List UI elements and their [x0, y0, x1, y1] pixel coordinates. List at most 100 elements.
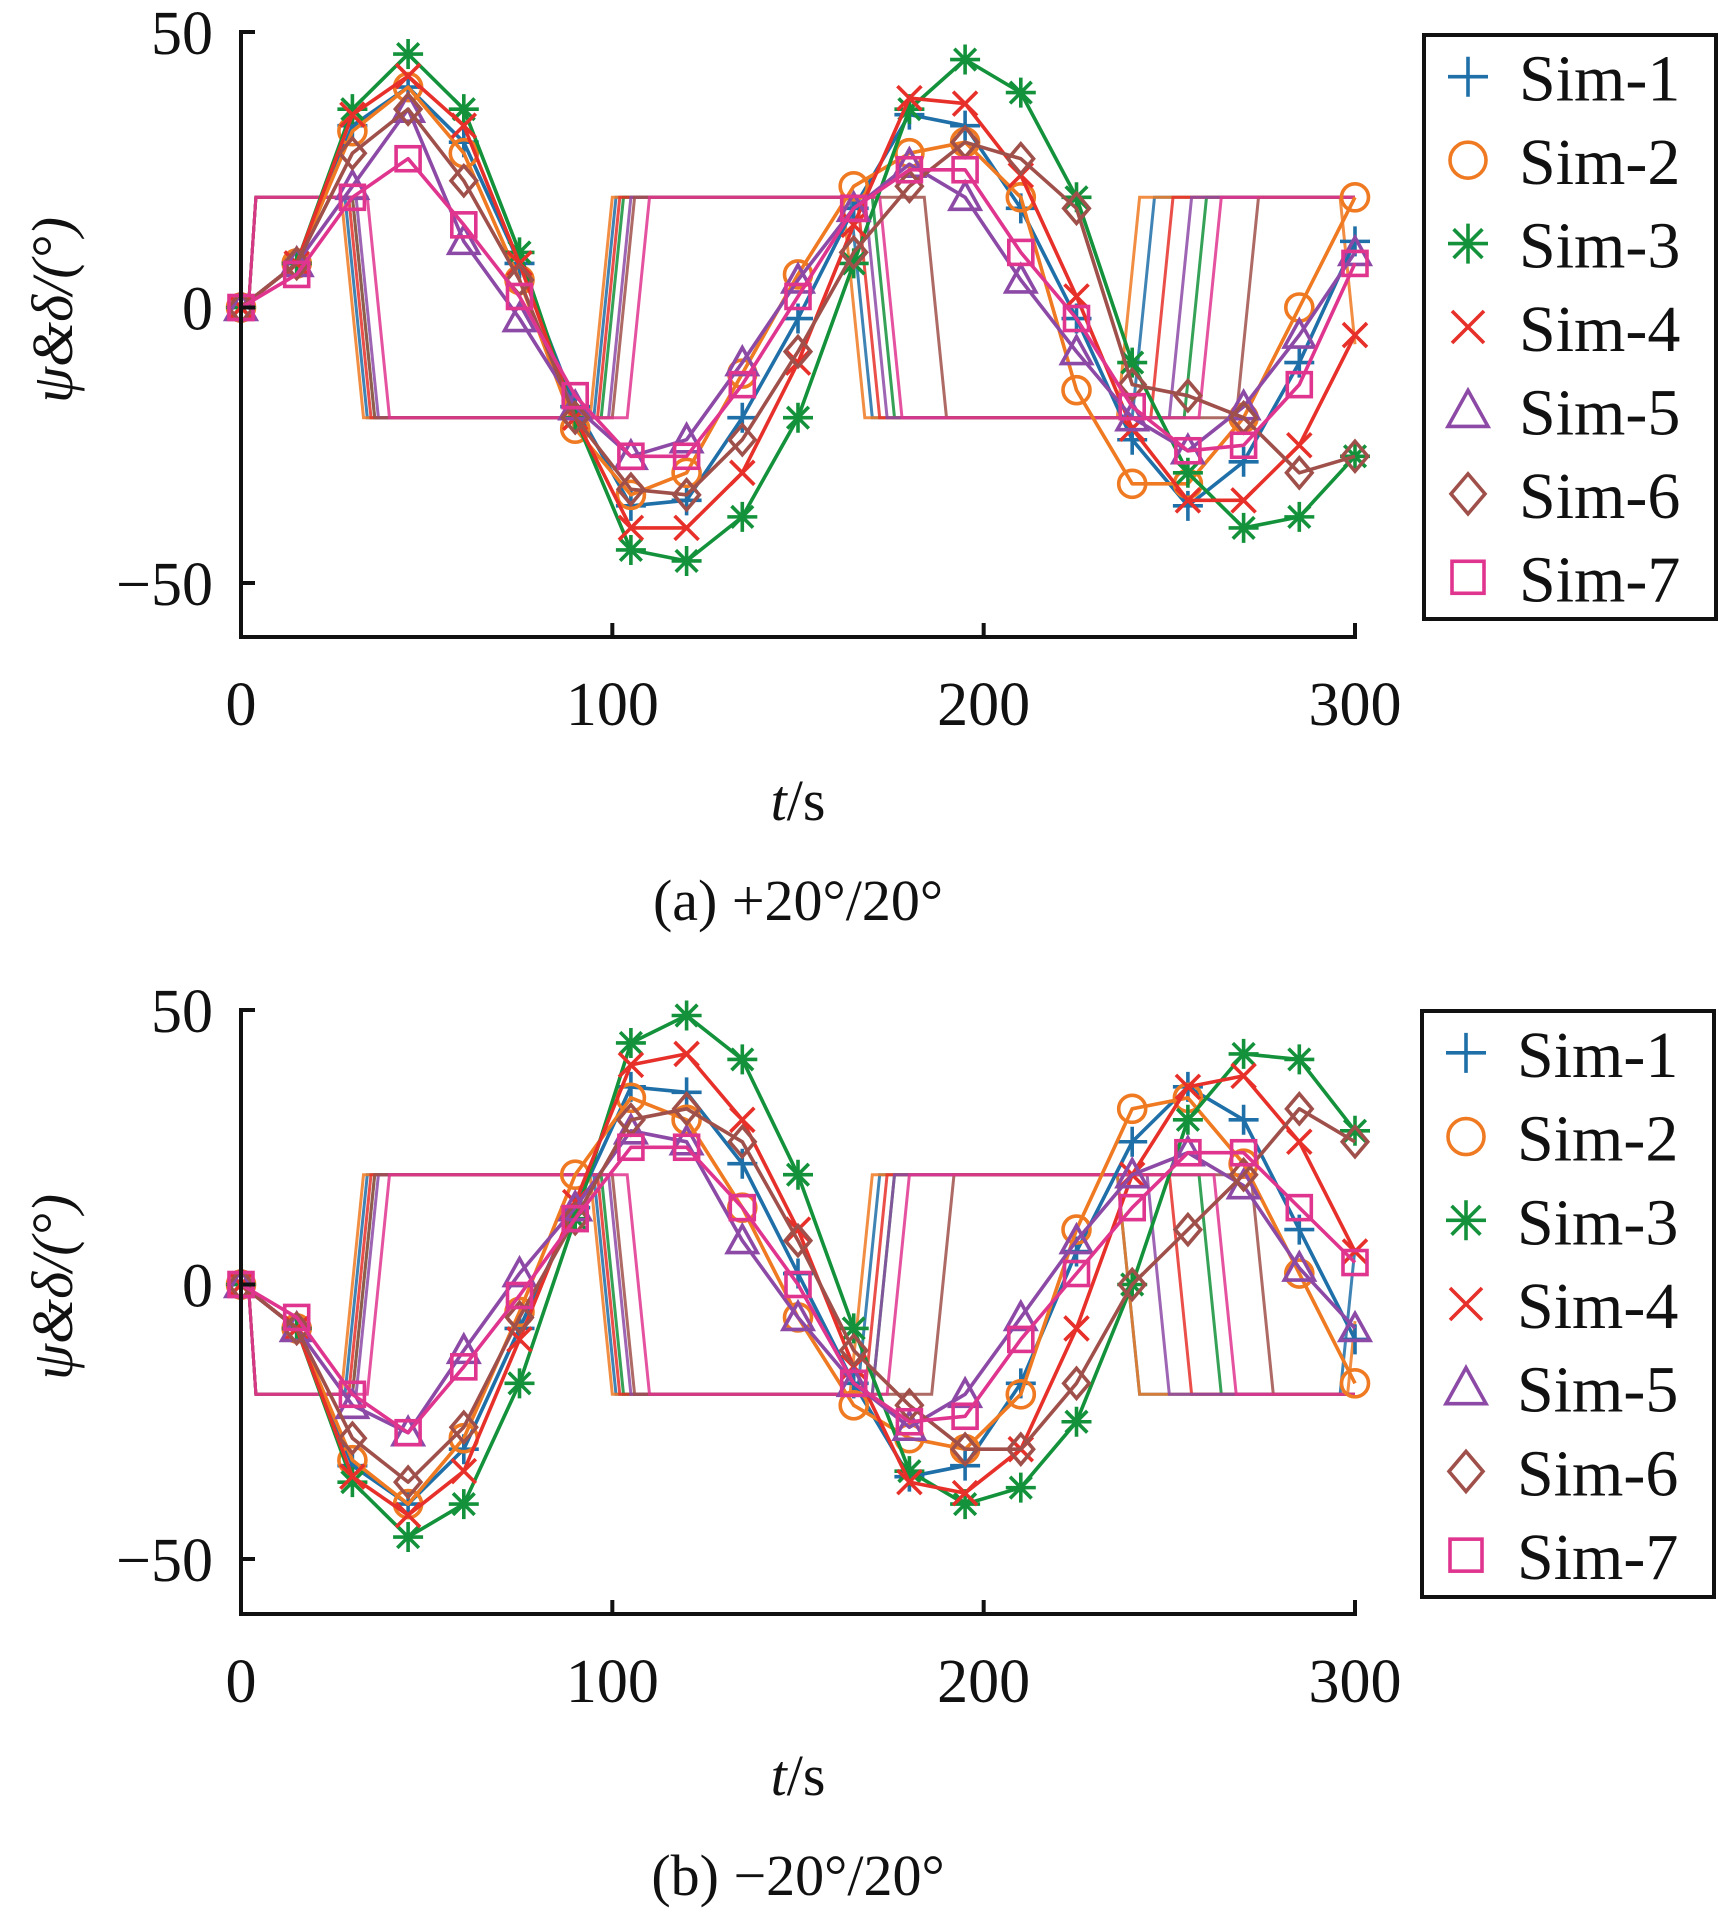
data-point-sim-3 — [894, 94, 925, 125]
data-point-sim-5 — [445, 1331, 482, 1365]
y-tick-label: 0 — [182, 276, 213, 344]
data-point-sim-6 — [671, 477, 702, 513]
data-point-sim-6 — [949, 1431, 981, 1467]
data-point-sim-4 — [951, 1479, 979, 1507]
legend-label: Sim-2 — [1517, 1103, 1678, 1176]
data-point-sim-3 — [671, 545, 702, 576]
data-point-sim-5 — [1281, 1249, 1318, 1282]
data-point-sim-6 — [1061, 1365, 1092, 1402]
data-point-sim-3 — [615, 1027, 646, 1058]
legend-marker-diamond-icon — [1448, 471, 1488, 517]
data-point-sim-4 — [1286, 431, 1313, 459]
data-point-sim-3 — [1284, 501, 1315, 532]
data-point-sim-7 — [951, 155, 979, 184]
legend-label: Sim-5 — [1519, 376, 1680, 449]
plot-area-b — [222, 1000, 1374, 1553]
data-point-sim-3 — [783, 402, 813, 433]
y-tick-label: 50 — [151, 0, 213, 68]
data-point-sim-6 — [1061, 190, 1092, 227]
data-point-sim-5 — [1114, 1155, 1151, 1189]
data-point-sim-5 — [724, 1221, 761, 1255]
data-point-sim-3 — [1005, 1472, 1036, 1503]
data-point-sim-7 — [1174, 1138, 1202, 1167]
data-point-sim-6 — [448, 162, 479, 199]
data-point-sim-5 — [724, 343, 761, 377]
data-point-sim-5 — [891, 145, 928, 179]
x-tick-label: 300 — [1309, 1648, 1402, 1716]
data-point-sim-4 — [673, 514, 700, 542]
rudder-line-sim-7 — [241, 195, 1355, 420]
data-point-sim-6 — [281, 245, 312, 282]
data-point-sim-6 — [615, 471, 647, 508]
legend-box — [1420, 1009, 1716, 1599]
data-point-sim-4 — [1174, 1073, 1202, 1101]
data-point-sim-5 — [1002, 261, 1039, 294]
data-point-sim-2 — [671, 1104, 702, 1136]
data-point-sim-6 — [1228, 1156, 1259, 1193]
data-point-sim-1 — [1228, 446, 1259, 477]
data-point-sim-3 — [1117, 347, 1148, 378]
data-point-sim-3 — [1005, 77, 1036, 108]
data-point-sim-3 — [448, 1489, 479, 1520]
legend-item: Sim-4 — [1450, 293, 1680, 366]
x-tick-label: 0 — [226, 671, 257, 739]
data-point-sim-3 — [894, 1456, 925, 1487]
data-point-sim-3 — [1284, 1044, 1315, 1075]
data-point-sim-5 — [1058, 332, 1095, 366]
data-point-sim-3 — [448, 94, 479, 125]
data-point-sim-7 — [728, 370, 757, 399]
data-point-sim-5 — [668, 1123, 705, 1156]
data-point-sim-2 — [838, 170, 870, 202]
legend-marker-square-icon — [1450, 559, 1486, 596]
data-point-sim-4 — [673, 1040, 700, 1068]
legend-item: Sim-6 — [1448, 460, 1680, 533]
data-point-sim-6 — [337, 135, 368, 171]
data-point-sim-2 — [1339, 1368, 1371, 1399]
data-point-sim-6 — [392, 91, 424, 127]
legend-label: Sim-4 — [1519, 293, 1680, 366]
data-point-sim-3 — [1228, 1038, 1259, 1069]
data-point-sim-6 — [1117, 366, 1148, 403]
data-point-sim-6 — [560, 399, 591, 436]
data-point-sim-3 — [337, 94, 368, 125]
data-point-sim-5 — [1336, 1309, 1374, 1343]
data-point-sim-7 — [1229, 1138, 1258, 1167]
data-point-sim-4 — [951, 90, 979, 117]
data-point-sim-6 — [1339, 438, 1371, 475]
data-point-sim-7 — [1341, 1248, 1369, 1277]
ticks-a: 500−500 100 200 300 — [116, 0, 1401, 739]
plot-area-a — [222, 39, 1374, 576]
y-axis-label-b: ψ&δ/(°) — [20, 1194, 85, 1380]
data-point-sim-3 — [1172, 457, 1203, 488]
legend-item: Sim-3 — [1446, 1186, 1678, 1259]
data-point-sim-7 — [617, 1133, 645, 1162]
markers-sim-7 — [227, 144, 1369, 471]
legend-item: Sim-1 — [1448, 43, 1680, 116]
data-point-sim-1 — [1228, 1104, 1259, 1135]
legend-label: Sim-3 — [1519, 210, 1680, 283]
data-point-sim-6 — [1172, 1211, 1204, 1248]
legend-marker-asterisk-icon — [1446, 1200, 1486, 1241]
data-point-sim-1 — [727, 1148, 758, 1179]
data-point-sim-7 — [505, 282, 534, 311]
data-point-sim-6 — [782, 1222, 814, 1259]
legend-label: Sim-7 — [1519, 543, 1680, 616]
data-point-sim-3 — [838, 248, 869, 279]
legend-item: Sim-5 — [1444, 376, 1680, 449]
data-point-sim-3 — [1340, 1115, 1370, 1146]
data-point-sim-2 — [894, 137, 925, 169]
rudder-line-sim-7 — [241, 1173, 1355, 1396]
x-axis-label-a: t/s — [771, 768, 826, 833]
legend-marker-x-icon — [1448, 1286, 1484, 1322]
data-point-sim-5 — [1281, 316, 1318, 349]
markers-sim-7 — [227, 1133, 1369, 1447]
data-point-sim-2 — [671, 457, 702, 489]
heading-line-sim-6 — [239, 107, 1356, 497]
caption-b: (b) −20°/20° — [651, 1843, 944, 1908]
data-point-sim-5 — [390, 90, 427, 123]
data-point-sim-7 — [282, 1303, 311, 1332]
data-point-sim-4 — [394, 62, 422, 90]
data-point-sim-6 — [782, 333, 814, 370]
data-point-sim-7 — [784, 282, 812, 311]
data-point-sim-7 — [1062, 1259, 1091, 1288]
